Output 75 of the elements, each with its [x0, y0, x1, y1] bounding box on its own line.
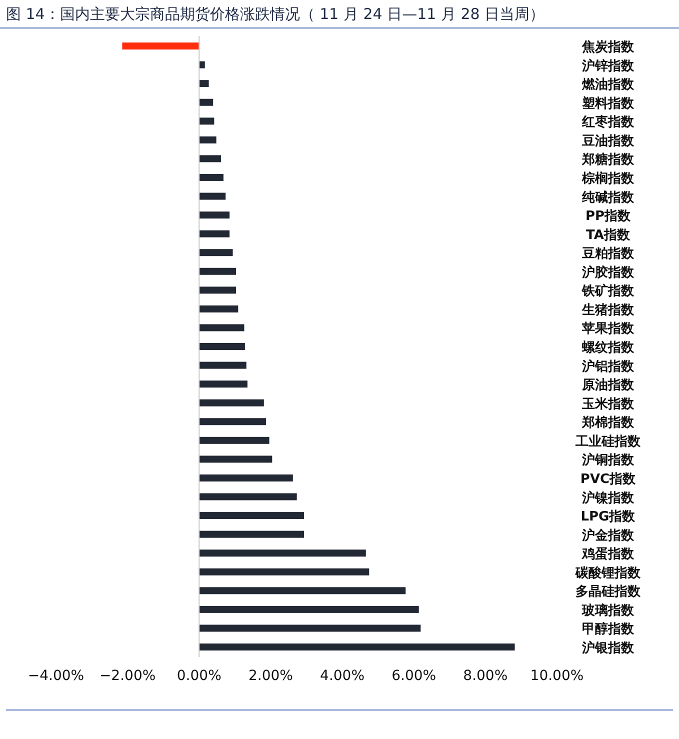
y-tick-label: 红枣指数: [581, 115, 635, 130]
y-tick-label: LPG指数: [580, 510, 636, 525]
bar: [122, 42, 200, 50]
bar: [199, 530, 304, 538]
bar: [199, 230, 230, 238]
x-tick-label: −2.00%: [99, 668, 156, 684]
y-tick-label: 生猪指数: [581, 302, 635, 318]
y-tick-label: 纯碱指数: [581, 190, 635, 206]
bar: [199, 98, 214, 106]
x-tick-label: 10.00%: [530, 668, 584, 684]
x-tick-label: 0.00%: [176, 668, 222, 684]
y-tick-label: PVC指数: [580, 472, 637, 487]
bar: [199, 268, 236, 275]
y-tick-label: 焦炭指数: [581, 40, 635, 55]
bar: [199, 174, 224, 181]
bar: [199, 493, 297, 500]
bar: [199, 343, 245, 350]
bar: [199, 286, 236, 294]
y-tick-label: 沪铜指数: [581, 452, 635, 468]
y-tick-label: 甲醇指数: [582, 621, 635, 638]
bar: [199, 550, 366, 557]
bar: [199, 399, 264, 406]
y-tick-label: 多晶硅指数: [576, 584, 642, 600]
x-tick-label: −4.00%: [28, 668, 84, 684]
x-tick-label: 8.00%: [463, 668, 508, 684]
y-tick-label: 沪锌指数: [581, 58, 635, 74]
bar: [199, 512, 304, 520]
bar: [199, 249, 233, 256]
bar: [199, 436, 270, 444]
y-tick-label: 沪金指数: [581, 527, 635, 544]
bar: [199, 362, 246, 369]
bar: [199, 418, 266, 426]
bar: [199, 474, 293, 482]
bar: [199, 136, 216, 144]
bar: [199, 456, 272, 463]
bar: [199, 155, 221, 162]
bar: [199, 212, 230, 219]
x-tick-label: 6.00%: [392, 668, 436, 684]
y-tick-label: TA指数: [586, 228, 631, 243]
y-tick-label: 苹果指数: [581, 322, 635, 337]
y-tick-label: 玉米指数: [581, 396, 635, 412]
y-tick-label: 豆油指数: [581, 134, 635, 149]
y-tick-label: 碳酸锂指数: [574, 564, 642, 581]
y-tick-label: 郑糖指数: [581, 152, 635, 168]
y-tick-label: 玻璃指数: [581, 602, 635, 618]
y-tick-label: 燃油指数: [581, 78, 635, 93]
y-tick-label: 螺纹指数: [581, 340, 635, 356]
bar: [199, 624, 421, 632]
y-tick-label: 沪胶指数: [581, 264, 635, 280]
bar: [199, 568, 370, 576]
y-tick-label: 工业硅指数: [574, 434, 642, 450]
y-tick-label: 铁矿指数: [581, 283, 635, 300]
y-tick-label: 棕榈指数: [581, 170, 635, 186]
bar: [199, 305, 238, 312]
y-tick-label: PP指数: [585, 209, 632, 224]
y-tick-label: 沪铝指数: [581, 358, 635, 374]
x-tick-label: 4.00%: [320, 668, 365, 684]
bar: [199, 192, 226, 200]
bar: [199, 118, 214, 125]
x-tick-label: 2.00%: [248, 668, 293, 684]
y-tick-label: 郑棉指数: [581, 416, 635, 431]
y-tick-label: 豆粕指数: [581, 246, 635, 262]
y-tick-label: 沪银指数: [581, 640, 635, 656]
bar: [199, 587, 406, 594]
bar: [199, 380, 248, 388]
chart-title: 图 14：国内主要大宗商品期货价格涨跌情况（ 11 月 24 日—11 月 28 日当周）: [6, 5, 545, 23]
bar: [199, 606, 419, 613]
bar: [199, 644, 515, 650]
bar: [199, 80, 209, 88]
y-tick-label: 原油指数: [581, 378, 635, 394]
y-tick-label: 沪镍指数: [581, 490, 635, 506]
bar: [199, 61, 205, 68]
y-tick-label: 塑料指数: [581, 95, 635, 112]
y-tick-label: 鸡蛋指数: [581, 547, 635, 562]
bar: [199, 324, 244, 332]
